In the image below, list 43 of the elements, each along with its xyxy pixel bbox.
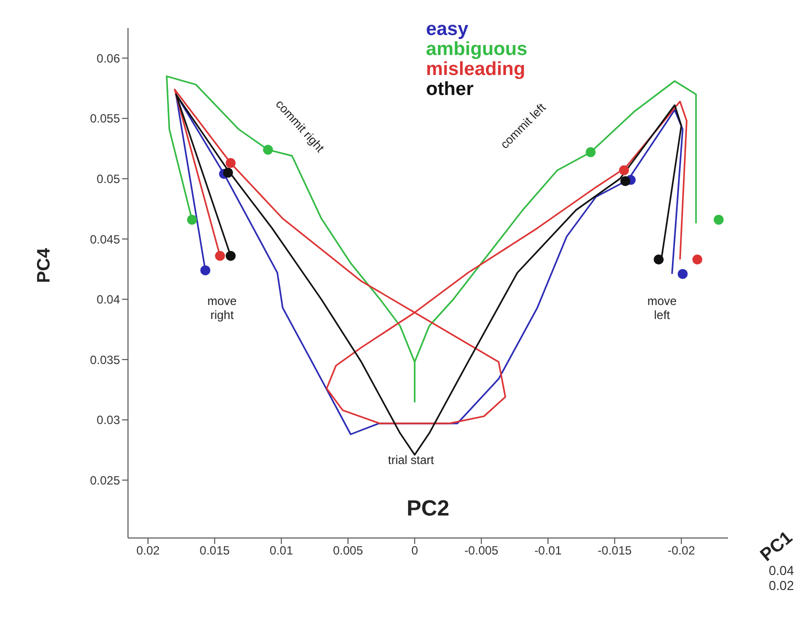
y-tick-label: 0.025 (90, 473, 120, 488)
text: other (426, 79, 474, 100)
x-axis-title: PC2 (406, 496, 450, 521)
point (215, 250, 225, 261)
annotation: move left (646, 294, 678, 322)
x-tick-label: -0.01 (534, 544, 562, 558)
point (200, 265, 210, 276)
text: easy (426, 19, 470, 40)
y-tick-label: 0.055 (90, 112, 120, 126)
point (692, 254, 702, 264)
point (223, 168, 233, 178)
x-tick-label: 0 (411, 544, 418, 558)
point (263, 144, 273, 155)
text: ambiguous (426, 39, 528, 60)
annotation: move right (206, 294, 238, 322)
point (714, 214, 724, 225)
y-tick-label: 0.05 (96, 172, 120, 186)
point (654, 254, 664, 264)
point (226, 250, 236, 261)
point (619, 165, 629, 176)
y-tick-label: 0.035 (90, 352, 120, 367)
y-tick-label: 0.045 (90, 232, 120, 246)
x-tick-label: 0.02 (136, 544, 160, 558)
point (187, 214, 197, 225)
x-tick-label: 0.01 (270, 544, 294, 558)
y-axis-title: PC4 (33, 248, 54, 283)
x-tick-label: 0.015 (200, 544, 230, 558)
x-tick-label: -0.02 (668, 544, 696, 558)
x-tick-label: -0.015 (598, 544, 632, 558)
annotation: trial start (388, 453, 434, 467)
text: PC1 (756, 527, 797, 566)
x-tick-label: 0.005 (332, 544, 364, 558)
point (586, 147, 596, 158)
y-tick-label: 0.03 (96, 413, 120, 428)
y-tick-label: 0.04 (96, 292, 120, 307)
text: 0.02 (768, 578, 794, 593)
point (226, 158, 236, 168)
text: 0.04 (768, 563, 794, 578)
point (678, 268, 688, 279)
y-tick-label: 0.06 (96, 51, 120, 66)
x-tick-label: -0.005 (464, 544, 499, 558)
point (620, 176, 630, 186)
text: misleading (426, 59, 526, 80)
